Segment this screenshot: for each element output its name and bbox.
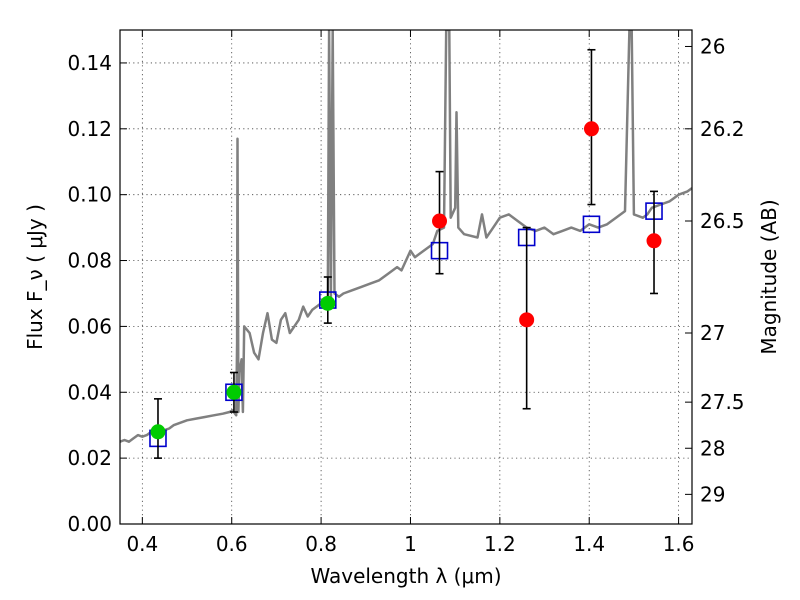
y2-tick-label: 27.5 xyxy=(700,390,745,414)
y2-tick-label: 26 xyxy=(700,34,725,58)
grid xyxy=(120,30,692,525)
y-tick-label: 0.04 xyxy=(67,380,112,404)
spectrum-line xyxy=(120,30,692,443)
y-tick-label: 0.06 xyxy=(67,314,112,338)
spectrum-path xyxy=(120,30,692,443)
x-tick-label: 0.8 xyxy=(305,532,337,556)
y2-tick-label: 26.5 xyxy=(700,209,745,233)
y2-tick-label: 28 xyxy=(700,436,725,460)
y2-tick-label: 26.2 xyxy=(700,117,745,141)
y-tick-label: 0.12 xyxy=(67,117,112,141)
model-square-marker xyxy=(582,215,601,234)
photometry-circle-marker xyxy=(646,233,662,249)
x-tick-label: 1.6 xyxy=(663,532,695,556)
x-tick-label: 1 xyxy=(404,532,417,556)
x-tick-label: 0.6 xyxy=(216,532,248,556)
y-tick-label: 0.02 xyxy=(67,446,112,470)
y-tick-label: 0.00 xyxy=(67,512,112,536)
photometry-circle-marker xyxy=(320,295,336,311)
axis-ticks: 0.4 0.6 0.8 1 1.2 1.4 1.6 0.00 0.02 0.04 0.06 0.08 0… xyxy=(67,30,745,556)
photometry-circle-marker xyxy=(226,384,242,400)
x-tick-label: 1.4 xyxy=(573,532,605,556)
y2-axis-label: Magnitude (AB) xyxy=(757,199,781,354)
x-axis-label: Wavelength λ (μm) xyxy=(310,564,501,588)
photometry-circle-marker xyxy=(583,121,599,137)
y-tick-label: 0.14 xyxy=(67,51,112,75)
y2-tick-label: 29 xyxy=(700,482,725,506)
y-tick-label: 0.10 xyxy=(67,183,112,207)
photometry-circle-marker xyxy=(150,424,166,440)
x-tick-label: 0.4 xyxy=(126,532,158,556)
data-points xyxy=(149,48,663,459)
photometry-circle-marker xyxy=(519,312,535,328)
x-tick-label: 1.2 xyxy=(484,532,516,556)
plot-area xyxy=(119,29,693,525)
photometry-circle-marker xyxy=(432,213,448,229)
y-tick-label: 0.08 xyxy=(67,249,112,273)
y2-tick-label: 27 xyxy=(700,321,725,345)
y-axis-label: Flux F_ν ( μJy ) xyxy=(23,204,47,350)
